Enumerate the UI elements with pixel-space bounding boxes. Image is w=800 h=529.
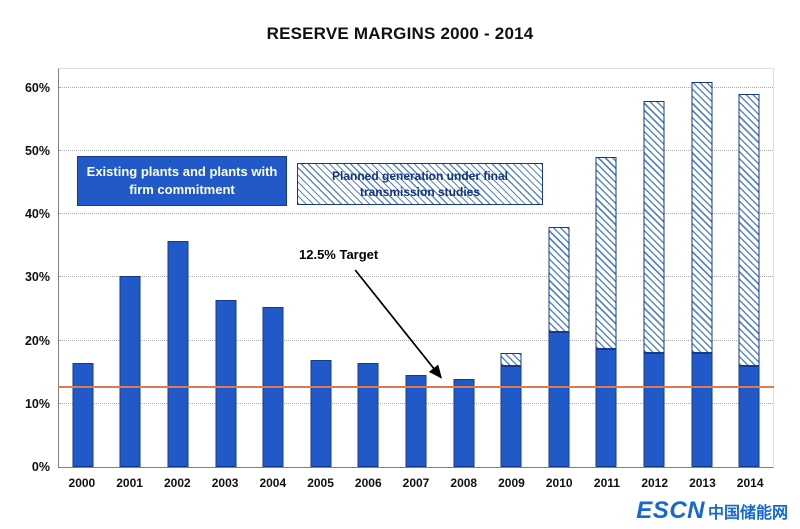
target-annotation: 12.5% Target: [299, 247, 379, 262]
bar-column-2003: [202, 69, 250, 467]
bar-existing: [72, 362, 94, 467]
gridline: [59, 213, 773, 215]
bar-column-2011: [583, 69, 631, 467]
plot-wrap: 0% 10% 20% 30% 40% 50% 60% Existing plants and…: [25, 68, 774, 490]
watermark-escn: ESCN: [636, 497, 705, 524]
bar-existing: [643, 353, 665, 467]
gridline: [59, 86, 773, 88]
y-tick-label: 50%: [24, 144, 50, 159]
bar-existing: [691, 353, 713, 467]
x-tick-label: 2013: [689, 476, 716, 490]
x-axis-labels: 2000 2001 2002 2003 2004 2005 2006 2007 2008 2009…: [58, 468, 774, 490]
y-tick-label: 40%: [24, 207, 50, 222]
x-tick-label: 2009: [498, 476, 525, 490]
target-line: [58, 385, 774, 389]
x-tick-label: 2011: [593, 476, 620, 490]
bar-existing: [357, 362, 379, 467]
bar-column-2005: [297, 69, 345, 467]
bar-column-2010: [535, 69, 583, 467]
x-tick-label: 2006: [354, 476, 382, 490]
bar-existing: [453, 378, 475, 467]
bar-existing: [310, 359, 332, 467]
bars-layer: [59, 69, 773, 467]
bar-existing: [738, 365, 760, 467]
bar-column-2013: [678, 69, 726, 467]
legend-existing-label: Existing plants and plants with firm com…: [86, 164, 278, 197]
bar-planned: [643, 100, 665, 354]
bar-existing: [119, 275, 141, 467]
gridline: [59, 150, 773, 152]
y-axis-labels: 0% 10% 20% 30% 40% 50% 60%: [25, 69, 773, 474]
bar-existing: [215, 299, 237, 467]
legend-planned-label: Planned generation under final transmiss…: [331, 168, 509, 199]
bar-column-2008: [440, 69, 488, 467]
bar-column-2004: [249, 69, 297, 467]
y-tick-label: 10%: [24, 396, 50, 411]
y-tick-label: 30%: [24, 270, 50, 285]
bar-planned: [738, 94, 760, 366]
bar-existing: [548, 332, 570, 467]
plot-area: 0% 10% 20% 30% 40% 50% 60% Existing plants and…: [25, 68, 774, 474]
bar-column-2000: [59, 69, 107, 467]
x-tick-label: 2014: [736, 476, 764, 490]
x-tick-label: 2001: [116, 476, 143, 490]
x-tick-label: 2003: [211, 476, 239, 490]
bar-planned: [691, 81, 713, 354]
bar-planned: [548, 226, 570, 333]
x-tick-label: 2000: [68, 476, 96, 490]
x-tick-label: 2005: [307, 476, 334, 490]
bar-existing: [405, 375, 427, 467]
x-tick-label: 2010: [545, 476, 573, 490]
bar-column-2006: [345, 69, 393, 467]
chart-title: RESERVE MARGINS 2000 - 2014: [266, 24, 534, 43]
x-tick-label: 2007: [402, 476, 430, 490]
bar-existing: [595, 348, 617, 467]
y-tick-label: 60%: [24, 80, 50, 95]
watermark: ESCN 中国储能网: [636, 497, 788, 525]
legend-planned: Planned generation under final transmiss…: [297, 163, 543, 205]
bar-column-2001: [107, 69, 155, 467]
x-tick-label: 2004: [259, 476, 287, 490]
y-tick-label: 20%: [24, 333, 50, 348]
bar-column-2014: [725, 69, 773, 467]
x-tick-label: 2002: [163, 476, 191, 490]
bar-planned: [500, 353, 522, 366]
bar-column-2007: [392, 69, 440, 467]
bar-column-2012: [630, 69, 678, 467]
y-tick-label: 0%: [31, 460, 50, 474]
bar-planned: [595, 157, 617, 349]
watermark-chinese: 中国储能网: [707, 505, 788, 522]
bar-column-2002: [154, 69, 202, 467]
x-tick-label: 2012: [641, 476, 669, 490]
bar-existing: [167, 241, 189, 467]
bar-existing: [500, 365, 522, 467]
bar-column-2009: [487, 69, 535, 467]
x-tick-label: 2008: [450, 476, 478, 490]
legend-existing: Existing plants and plants with firm com…: [77, 156, 287, 206]
